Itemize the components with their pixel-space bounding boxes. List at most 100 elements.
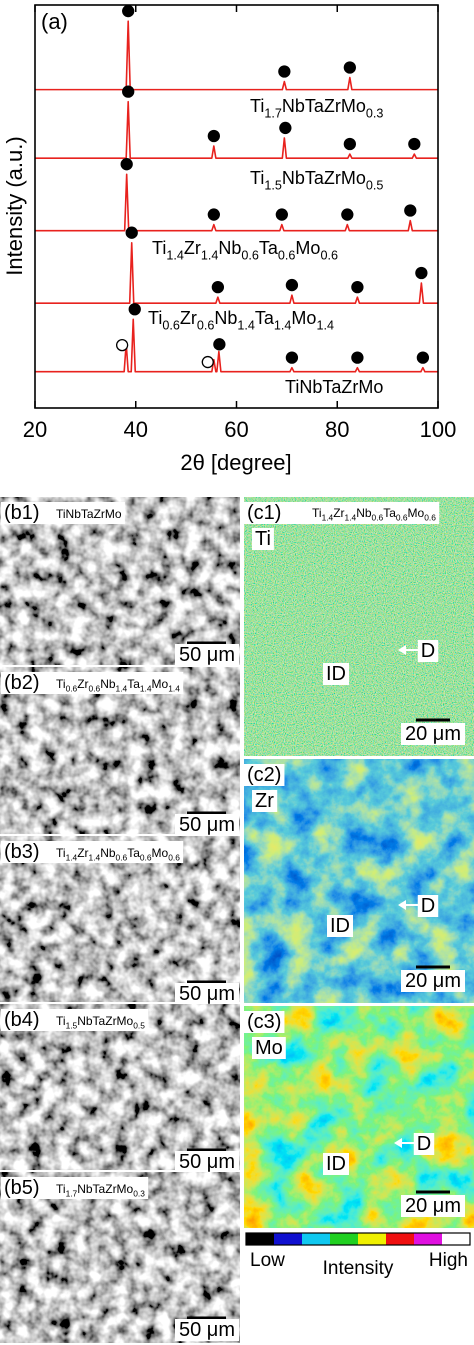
bcc-peak-marker	[341, 208, 354, 221]
subscript: 1.5	[264, 178, 282, 192]
text-part: Mo	[408, 506, 425, 520]
bcc-peak-marker	[404, 204, 417, 217]
micrograph	[0, 1172, 240, 1343]
subscript: 0.6	[424, 513, 436, 523]
xrd-pattern	[35, 318, 438, 373]
label-background	[1, 1009, 149, 1031]
label-background	[1, 841, 184, 863]
text-part: TiNbTaZrMo	[285, 377, 383, 397]
label-background	[417, 640, 439, 662]
label-background	[401, 723, 465, 745]
subscript: 0.6	[140, 853, 152, 863]
subscript: 0.6	[197, 318, 215, 332]
bcc-peak-marker	[207, 129, 220, 143]
subscript: 0.6	[372, 513, 384, 523]
bcc-peak-marker	[351, 351, 364, 364]
bcc-peak-marker	[207, 208, 220, 221]
x-axis-label: 2θ [degree]	[180, 450, 291, 475]
text-part: Ta	[255, 308, 275, 328]
panel-label: (b5)	[4, 1177, 40, 1199]
region-label: D	[421, 640, 435, 662]
region-label: ID	[330, 915, 350, 937]
label-background	[323, 1153, 349, 1175]
text-part: Ti	[250, 96, 264, 116]
composition-label: Ti1.4Zr1.4Nb0.6Ta0.6Mo0.6	[56, 846, 180, 863]
bcc-peak-marker	[275, 208, 288, 221]
text-part: Zr	[77, 846, 88, 860]
scale-bar-label: 50 μm	[179, 983, 235, 1005]
label-background	[417, 895, 439, 917]
colorbar-segment	[302, 1233, 331, 1245]
panel-label: (c3)	[247, 1011, 281, 1033]
composition-label: Ti1.4Zr1.4Nb0.6Ta0.6Mo0.6	[312, 506, 436, 523]
x-tick-label: 40	[124, 417, 148, 442]
arrow-head	[398, 900, 406, 910]
xrd-pattern	[35, 100, 438, 159]
composition-label: Ti0.6Zr0.6Nb1.4Ta1.4Mo1.4	[56, 677, 180, 694]
element-label: Zr	[255, 790, 274, 812]
bcc-peak-marker	[343, 137, 356, 151]
subscript: 1.4	[140, 684, 152, 694]
composition-label: Ti1.7NbTaZrMo0.3	[56, 1182, 145, 1199]
bcc-peak-marker	[278, 65, 291, 78]
bcc-peak-marker	[122, 85, 135, 98]
text-part: Mo	[152, 677, 169, 691]
subscript: 0.6	[116, 853, 128, 863]
bcc-peak-marker	[415, 266, 428, 280]
bcc-peak-marker	[125, 226, 138, 239]
subscript: 1.4	[116, 684, 128, 694]
series-label: Ti0.6Zr0.6Nb1.4Ta1.4Mo1.4	[148, 308, 334, 332]
label-background	[175, 1151, 239, 1173]
label-background	[175, 644, 239, 666]
label-background	[175, 983, 239, 1005]
subscript: 0.3	[133, 1189, 145, 1199]
text-part: Ta	[383, 506, 396, 520]
colorbar-segment	[330, 1233, 359, 1245]
elemental-map	[244, 497, 474, 756]
label-background	[327, 915, 353, 937]
text-part: Ta	[127, 846, 140, 860]
text-part: NbTaZrMo	[282, 168, 366, 188]
scale-bar-label: 20 μm	[405, 970, 461, 992]
series-label: Ti1.4Zr1.4Nb0.6Ta0.6Mo0.6	[152, 238, 338, 262]
text-part: Ti	[250, 168, 264, 188]
bcc-peak-marker	[285, 351, 299, 364]
label-background	[413, 1133, 435, 1155]
element-label: Mo	[255, 1037, 283, 1059]
text-part: Nb	[218, 238, 241, 258]
micrograph	[0, 836, 240, 1002]
bcc-peak-marker	[213, 338, 226, 351]
text-part: Zr	[180, 308, 197, 328]
text-part: Ti	[56, 846, 66, 860]
bcc-peak-marker	[128, 303, 141, 316]
panel-label: (b1)	[4, 502, 40, 524]
subscript: 0.5	[366, 178, 384, 192]
text-part: Nb	[100, 677, 116, 691]
micrograph	[0, 497, 240, 665]
label-background	[1, 672, 184, 694]
region-label: D	[417, 1133, 431, 1155]
subscript: 1.5	[66, 1021, 78, 1031]
text-part: Nb	[214, 308, 237, 328]
text-part: Ti	[56, 1182, 66, 1196]
text-part: Ti	[148, 308, 162, 328]
text-part: Mo	[152, 846, 169, 860]
subscript: 1.4	[89, 853, 101, 863]
subscript: 1.7	[264, 106, 282, 120]
text-part: TiNbTaZrMo	[56, 507, 122, 521]
series-label: TiNbTaZrMo	[285, 377, 383, 397]
elemental-map	[244, 759, 474, 1003]
x-tick-label: 80	[325, 417, 349, 442]
xrd-pattern	[35, 241, 438, 305]
second-phase-marker	[201, 355, 214, 369]
panel-label: (b4)	[4, 1009, 40, 1031]
colorbar-segment	[358, 1233, 387, 1245]
bcc-peak-marker	[416, 351, 430, 364]
label-background	[401, 1195, 465, 1217]
bcc-peak-marker	[351, 280, 364, 294]
bcc-peak-marker	[279, 121, 292, 135]
bcc-peak-marker	[120, 158, 133, 171]
text-part: NbTaZrMo	[282, 96, 366, 116]
